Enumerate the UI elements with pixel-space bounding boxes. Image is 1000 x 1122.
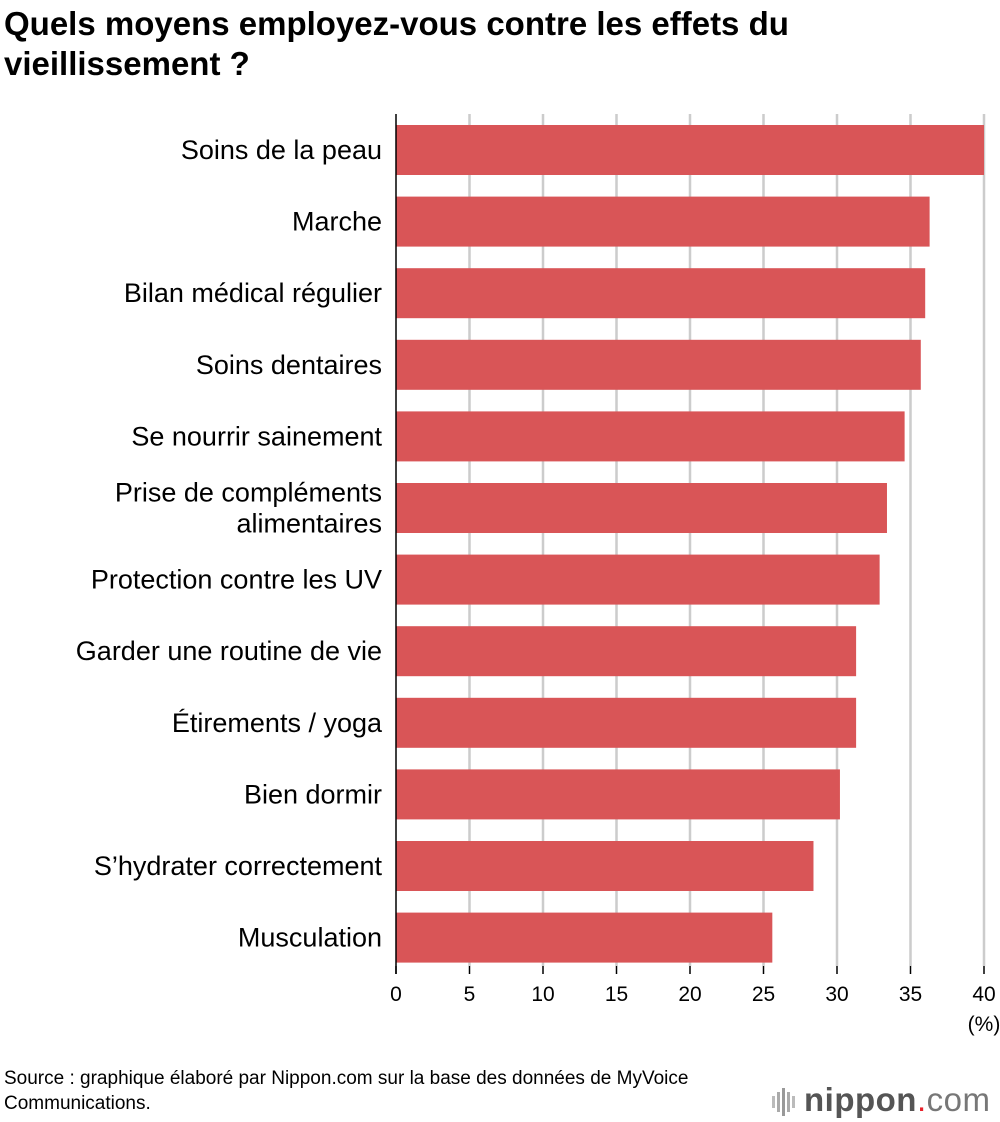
bar bbox=[396, 196, 930, 247]
x-tick-label: 5 bbox=[464, 983, 476, 1006]
logo-bars-icon bbox=[772, 1088, 795, 1117]
bar bbox=[396, 554, 880, 605]
x-axis-unit: (%) bbox=[968, 1013, 1000, 1036]
bar bbox=[396, 626, 857, 677]
category-label: Garder une routine de vie bbox=[76, 636, 382, 666]
bar bbox=[396, 483, 887, 533]
bar bbox=[396, 411, 905, 462]
bar bbox=[396, 769, 840, 820]
x-tick-label: 15 bbox=[605, 983, 628, 1006]
x-tick-label: 0 bbox=[390, 983, 402, 1006]
category-label: Prise de compléments alimentaires bbox=[115, 478, 382, 539]
x-tick-label: 40 bbox=[972, 983, 995, 1006]
category-label: Bien dormir bbox=[244, 779, 382, 809]
bar bbox=[396, 912, 773, 963]
category-label: Musculation bbox=[238, 923, 382, 953]
x-tick-label: 25 bbox=[752, 983, 775, 1006]
category-label: Soins de la peau bbox=[181, 135, 382, 165]
category-label: Étirements / yoga bbox=[172, 708, 383, 738]
category-label: Bilan médical régulier bbox=[124, 278, 382, 308]
category-label: Soins dentaires bbox=[196, 350, 382, 380]
source-note: Source : graphique élaboré par Nippon.co… bbox=[4, 1068, 689, 1114]
x-tick-label: 35 bbox=[899, 983, 922, 1006]
category-label: S’hydrater correctement bbox=[94, 851, 383, 881]
bar-chart: 0 5 10 15 20 25 30 35 40 (%) Soins de la peau March… bbox=[76, 114, 1000, 1036]
bar bbox=[396, 125, 984, 175]
nippon-logo: nippon.com bbox=[772, 1081, 990, 1119]
bar bbox=[396, 697, 857, 748]
x-tick-label: 30 bbox=[825, 983, 848, 1006]
chart-title: Quels moyens employez-vous contre les ef… bbox=[4, 5, 789, 82]
bar bbox=[396, 841, 814, 891]
category-label: Marche bbox=[292, 207, 382, 237]
bar bbox=[396, 268, 926, 319]
category-label: Se nourrir sainement bbox=[131, 421, 382, 451]
x-tick-label: 20 bbox=[678, 983, 701, 1006]
category-label: Protection contre les UV bbox=[91, 565, 382, 595]
bar bbox=[396, 339, 921, 390]
x-tick-label: 10 bbox=[531, 983, 554, 1006]
